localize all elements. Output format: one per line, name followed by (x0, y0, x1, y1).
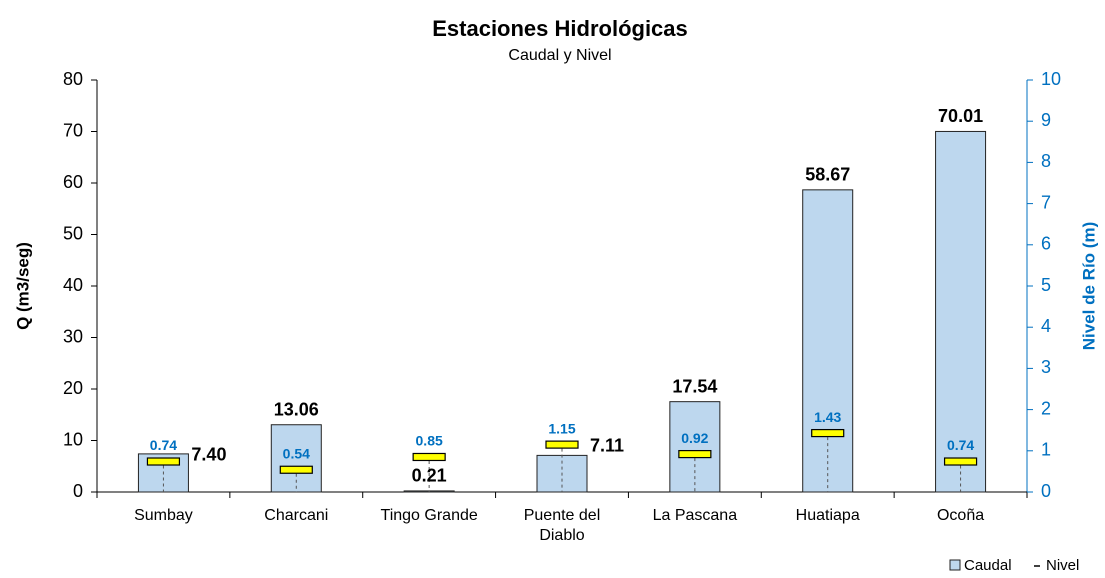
nivel-marker (279, 465, 313, 474)
x-tick-label: Sumbay (134, 507, 193, 524)
nivel-marker (943, 457, 978, 466)
caudal-label: 17.54 (672, 376, 717, 396)
caudal-label: 13.06 (274, 399, 319, 419)
x-tick-label: Puente del Diablo (523, 507, 601, 544)
y-tick-label: 20 (63, 378, 83, 398)
nivel-label: 0.54 (283, 445, 310, 461)
x-tick-label: Tingo Grande (380, 507, 478, 524)
nivel-marker (412, 452, 446, 462)
nivel-label: 1.43 (814, 409, 841, 425)
y-axis-label: Q (m3/seg) (13, 242, 32, 330)
caudal-label: 7.11 (590, 435, 624, 455)
caudal-label: 70.01 (938, 106, 983, 126)
legend-label: Caudal (964, 557, 1012, 574)
legend-swatch (949, 559, 961, 571)
nivel-label: 0.74 (947, 437, 974, 453)
nivel-label: 1.15 (548, 420, 575, 436)
chart-title: Estaciones Hidrológicas (432, 16, 688, 41)
caudal-label: 7.40 (191, 445, 226, 465)
x-tick-label: Ocoña (936, 507, 985, 524)
caudal-label: 58.67 (805, 165, 850, 185)
y2-tick-label: 4 (1041, 316, 1051, 336)
x-tick-label: Charcani (264, 507, 329, 524)
y2-tick-label: 2 (1041, 398, 1051, 418)
caudal-label: 0.21 (412, 466, 447, 486)
y-tick-label: 30 (63, 326, 83, 346)
y-tick-label: 80 (63, 69, 83, 89)
legend-label: Nivel (1046, 557, 1079, 574)
x-tick-label: Huatiapa (795, 507, 860, 524)
nivel-label: 0.74 (150, 437, 177, 453)
y2-axis-label: Nivel de Río (m) (1079, 222, 1098, 350)
bar (935, 130, 987, 493)
chart-subtitle: Caudal y Nivel (508, 47, 611, 64)
nivel-marker (811, 428, 845, 438)
y-tick-label: 60 (63, 172, 83, 192)
y-tick-label: 10 (63, 429, 83, 449)
nivel-marker (678, 449, 712, 459)
y2-tick-label: 0 (1041, 481, 1051, 501)
y-tick-label: 40 (63, 275, 83, 295)
y-tick-label: 0 (73, 481, 83, 501)
y2-tick-label: 8 (1041, 151, 1051, 171)
y-tick-label: 70 (63, 120, 83, 140)
y2-tick-label: 6 (1041, 234, 1051, 254)
y-tick-label: 50 (63, 223, 83, 243)
nivel-label: 0.92 (681, 430, 708, 446)
nivel-label: 0.85 (416, 433, 443, 449)
nivel-marker (545, 440, 579, 449)
nivel-marker (146, 457, 181, 466)
y2-tick-label: 3 (1041, 357, 1051, 377)
y2-tick-label: 7 (1041, 192, 1051, 212)
bar (802, 189, 854, 493)
bar (669, 401, 721, 493)
y2-tick-label: 10 (1041, 69, 1061, 89)
y2-tick-label: 9 (1041, 110, 1051, 130)
x-tick-label: La Pascana (652, 507, 738, 524)
y2-tick-label: 5 (1041, 275, 1051, 295)
y2-tick-label: 1 (1041, 440, 1051, 460)
